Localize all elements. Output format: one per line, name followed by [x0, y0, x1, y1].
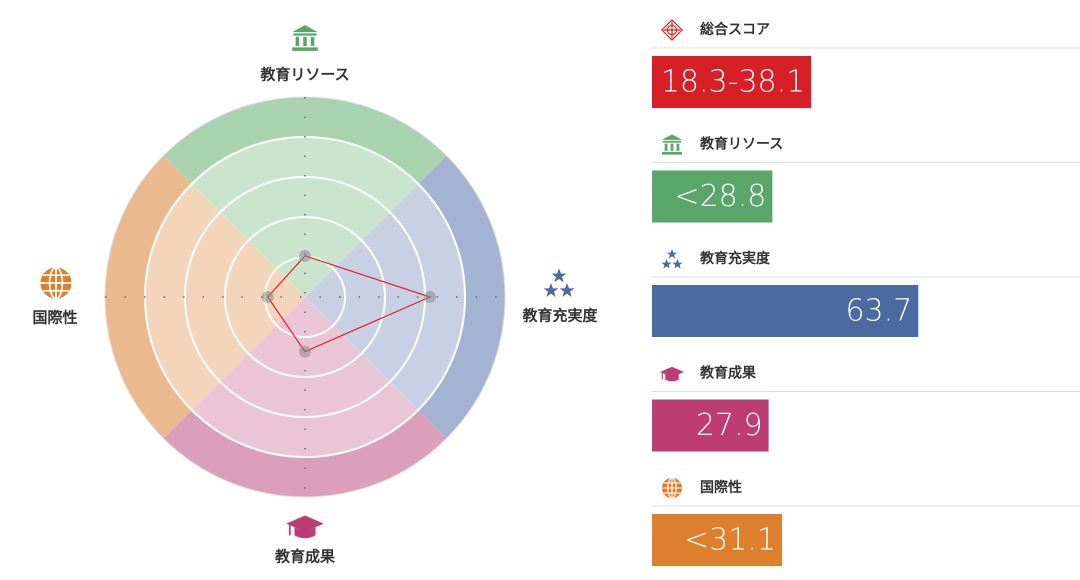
row-icon [660, 366, 684, 383]
sector [305, 155, 505, 439]
axis-label: 国際性 [32, 309, 77, 327]
score-bar [652, 285, 919, 337]
icon-outcomes [285, 514, 325, 540]
score-label: 18.3-38.1 [661, 65, 805, 100]
score-label: <31.1 [684, 523, 776, 558]
axis-label: 教育リソース [259, 66, 349, 84]
row-icon [661, 477, 683, 499]
inner-glow [145, 137, 465, 457]
row-label: 国際性 [700, 479, 742, 496]
row-icon [661, 19, 683, 41]
row-icon [661, 248, 683, 269]
ring [224, 216, 386, 378]
axis-label: 教育成果 [274, 548, 336, 566]
score-point [423, 291, 436, 303]
score-label: <28.8 [674, 179, 766, 214]
score-panel: 総合スコア 18.3-38.1 教育リソース <28.8 教育充実度 63.7 教育成果 27… [652, 19, 1080, 566]
sector [105, 155, 306, 439]
icon-resources [292, 25, 318, 51]
score-point [261, 291, 274, 303]
row-label: 教育成果 [700, 365, 757, 382]
score-label: 63.7 [845, 294, 912, 329]
sector [163, 97, 447, 297]
row-label: 総合スコア [700, 21, 770, 38]
row-icon [661, 134, 683, 155]
score-bar [652, 170, 773, 223]
score-bar [652, 56, 812, 108]
icon-enrichment [543, 268, 575, 297]
sector [163, 297, 447, 497]
score-bar [652, 514, 782, 566]
score-bar [652, 399, 769, 452]
score-point [299, 345, 311, 358]
row-label: 教育リソース [700, 136, 783, 153]
score-label: 27.9 [696, 408, 763, 443]
row-label: 教育充実度 [700, 250, 771, 267]
score-point [299, 249, 311, 262]
icon-international [39, 266, 73, 300]
axis-label: 教育充実度 [521, 307, 598, 325]
